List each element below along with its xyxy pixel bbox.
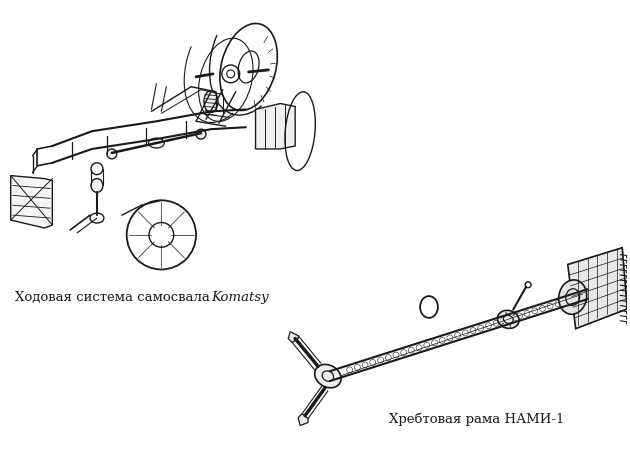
Ellipse shape bbox=[559, 280, 587, 314]
Ellipse shape bbox=[196, 129, 206, 139]
Ellipse shape bbox=[91, 179, 103, 193]
Polygon shape bbox=[298, 414, 308, 426]
Ellipse shape bbox=[315, 364, 341, 388]
Polygon shape bbox=[256, 104, 295, 149]
Polygon shape bbox=[11, 176, 52, 228]
Ellipse shape bbox=[204, 91, 218, 112]
Polygon shape bbox=[568, 248, 627, 328]
Text: Komatsy: Komatsy bbox=[211, 291, 268, 304]
Ellipse shape bbox=[107, 149, 117, 159]
Ellipse shape bbox=[498, 310, 519, 328]
Text: Хребтовая рама НАМИ-1: Хребтовая рама НАМИ-1 bbox=[389, 413, 564, 426]
Text: Ходовая система самосвала: Ходовая система самосвала bbox=[14, 291, 214, 304]
Polygon shape bbox=[289, 332, 298, 342]
